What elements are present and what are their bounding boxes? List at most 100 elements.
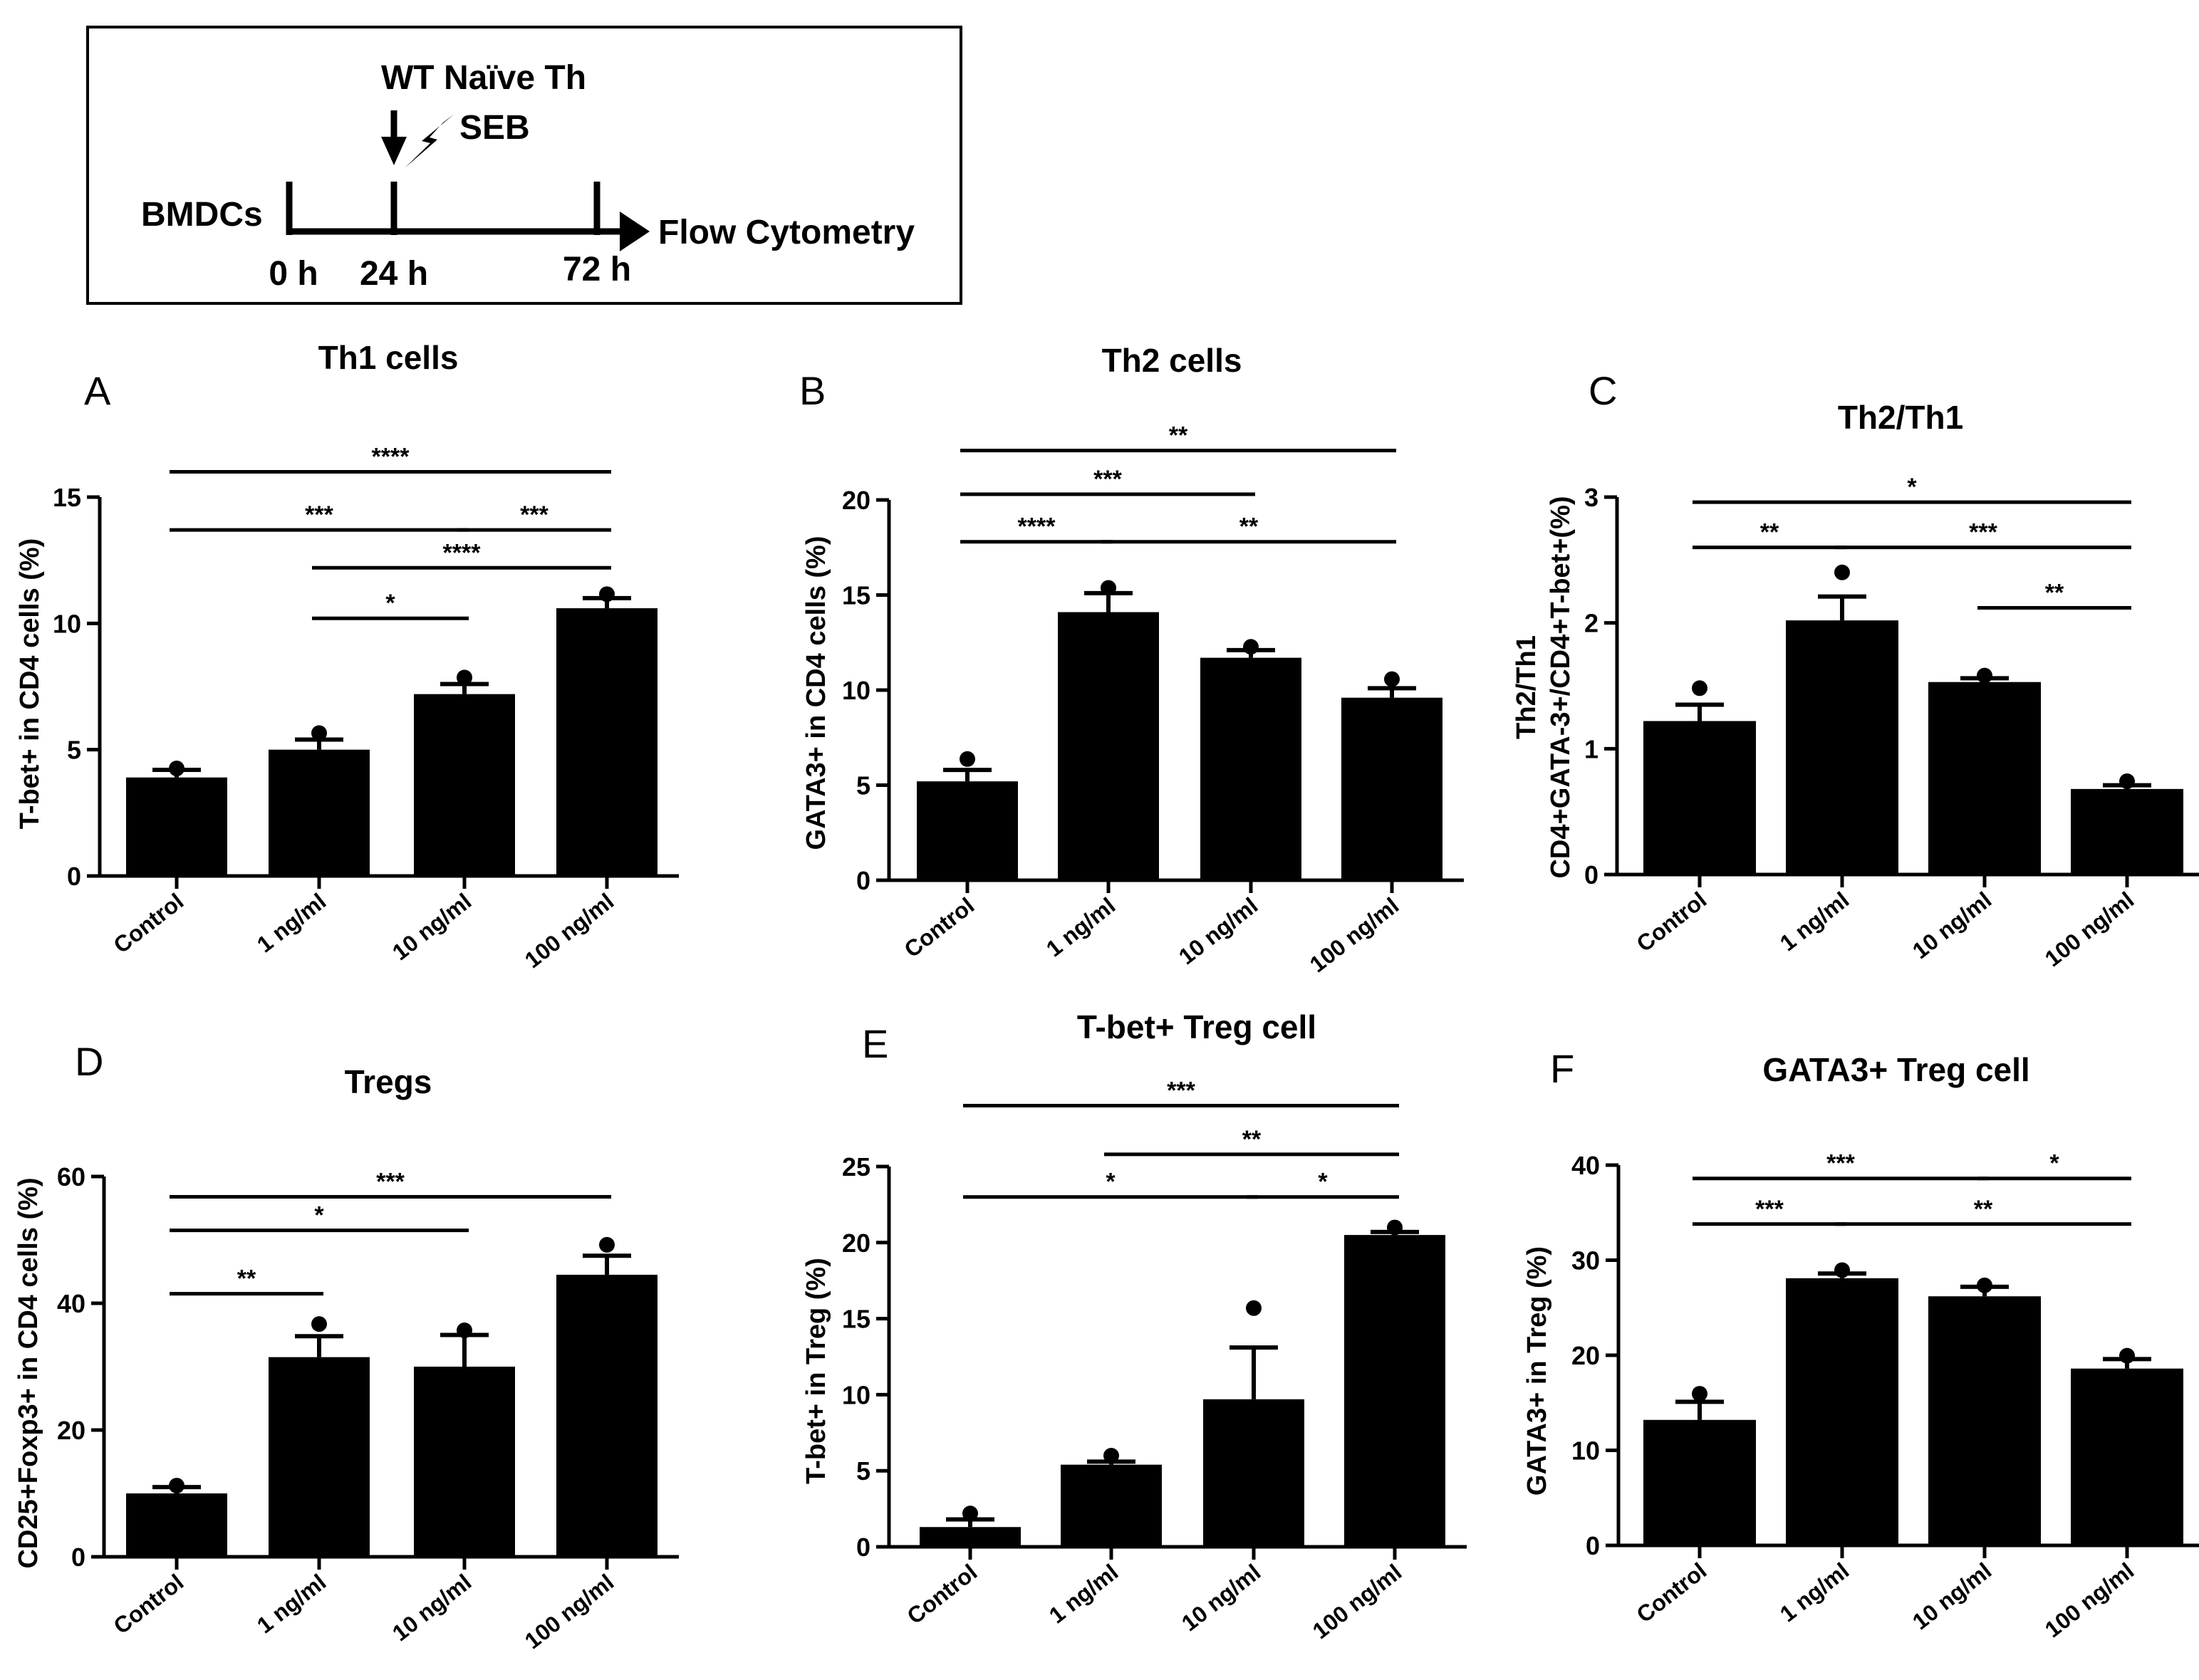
data-point	[1692, 1386, 1707, 1402]
down-arrow-icon	[381, 137, 407, 165]
significance-label: **	[2045, 579, 2064, 606]
data-point	[311, 1316, 327, 1332]
y-tick-label: 5	[856, 1456, 870, 1486]
bar	[1643, 1419, 1756, 1545]
panel-b: B Th2 cells GATA3+ in CD4 cells (%) 0 5 10…	[799, 342, 1464, 977]
significance-label: ****	[372, 444, 410, 471]
bar	[1341, 697, 1442, 880]
significance-label: **	[237, 1266, 256, 1293]
treatment-label: WT Naïve Th	[381, 59, 586, 97]
data-point	[2119, 773, 2135, 790]
panel-title: Th2 cells	[1102, 342, 1242, 379]
y-tick-label: 1	[1584, 734, 1598, 763]
data-point	[599, 586, 615, 602]
bar	[1643, 721, 1756, 875]
y-tick-label: 0	[67, 862, 81, 891]
y-tick-label: 10	[1571, 1436, 1600, 1466]
significance-label: **	[1760, 519, 1779, 546]
data-point	[311, 725, 327, 741]
cells-label: BMDCs	[141, 196, 263, 234]
y-tick-label: 60	[57, 1162, 85, 1191]
significance-label: ***	[520, 501, 549, 528]
bar	[1203, 1399, 1304, 1547]
bar	[2071, 1368, 2183, 1545]
x-tick-label: 1 ng/ml	[1041, 892, 1120, 961]
x-tick-label: 100 ng/ml	[520, 888, 618, 973]
significance-label: ***	[1093, 466, 1122, 493]
data-point	[1834, 1262, 1850, 1278]
bar	[556, 608, 657, 876]
x-tick-label: 10 ng/ml	[1908, 887, 1996, 964]
bar	[126, 1493, 227, 1557]
data-point	[1977, 1277, 1992, 1293]
bar	[1786, 1278, 1898, 1545]
bar	[2071, 788, 2183, 875]
significance-label: ***	[1826, 1150, 1855, 1177]
panel-letter: F	[1550, 1046, 1574, 1091]
data-point	[1387, 1219, 1403, 1236]
y-tick-label: 0	[1586, 1531, 1600, 1560]
y-axis-label: T-bet+ in Treg (%)	[801, 1258, 831, 1484]
x-tick-label: 10 ng/ml	[1177, 1559, 1265, 1636]
bar	[1928, 1296, 2041, 1545]
y-tick-label: 10	[53, 609, 81, 638]
y-tick-label: 5	[856, 771, 870, 800]
data-point	[1384, 671, 1400, 687]
significance-label: **	[1974, 1196, 1993, 1223]
panel-f: F GATA3+ Treg cell GATA3+ in Treg (%) 0 1…	[1522, 1046, 2199, 1642]
y-tick-label: 40	[1571, 1151, 1600, 1180]
data-point	[1246, 1300, 1262, 1316]
data-point	[457, 669, 472, 686]
significance-label: ***	[305, 501, 333, 528]
bar	[1928, 682, 2041, 875]
time-label-0h: 0 h	[269, 255, 318, 293]
bar	[414, 694, 515, 876]
x-tick-label: 1 ng/ml	[1775, 1558, 1854, 1627]
panel-title: T-bet+ Treg cell	[1077, 1008, 1316, 1045]
data-point	[457, 1322, 472, 1339]
bar	[1061, 1464, 1162, 1547]
x-tick-label: 10 ng/ml	[388, 888, 476, 965]
x-tick-label: 10 ng/ml	[1908, 1558, 1996, 1634]
y-tick-label: 0	[1584, 860, 1598, 889]
panel-title: Th2/Th1	[1838, 399, 1963, 436]
significance-label: ****	[1018, 513, 1056, 541]
panel-a: A Th1 cells T-bet+ in CD4 cells (%) 0 5 10…	[15, 339, 679, 973]
y-tick-label: 15	[842, 581, 870, 610]
significance-label: *	[2049, 1150, 2059, 1177]
data-point	[962, 1506, 978, 1522]
y-tick-label: 10	[842, 676, 870, 705]
data-point	[1103, 1447, 1119, 1464]
panel-d: D Tregs CD25+Foxp3+ in CD4 cells (%) 0 20…	[14, 1039, 679, 1654]
y-axis-label: T-bet+ in CD4 cells (%)	[15, 538, 45, 830]
x-tick-label: 10 ng/ml	[1174, 892, 1262, 969]
bar	[1344, 1235, 1445, 1547]
y-tick-label: 0	[71, 1543, 85, 1572]
time-label-72h: 72 h	[563, 251, 631, 288]
bar	[917, 781, 1018, 880]
x-tick-label: Control	[903, 1559, 982, 1629]
timeline-frame	[86, 26, 962, 305]
data-point	[1243, 639, 1259, 655]
significance-label: ***	[376, 1168, 405, 1195]
significance-label: *	[1907, 474, 1917, 501]
bar	[269, 1357, 370, 1557]
time-label-24h: 24 h	[360, 255, 428, 293]
y-tick-label: 20	[57, 1416, 85, 1445]
significance-label: ***	[1755, 1196, 1784, 1223]
y-tick-label: 30	[1571, 1246, 1600, 1275]
y-tick-label: 40	[57, 1289, 85, 1318]
bar	[556, 1274, 657, 1557]
x-tick-label: 1 ng/ml	[1775, 887, 1854, 956]
x-tick-label: Control	[109, 888, 189, 958]
significance-label: ***	[1167, 1078, 1195, 1105]
y-tick-label: 20	[842, 486, 870, 515]
y-tick-label: 20	[1571, 1341, 1600, 1370]
bar	[920, 1527, 1021, 1547]
data-point	[169, 1478, 184, 1494]
plot-area: 0 5 10 15 20 Control 1 ng/ml 10 ng/ml 100 ng/ml *…	[842, 422, 1464, 977]
timeline-schematic: WT Naïve Th SEB BMDCs Flow Cytometry 0 h…	[86, 26, 962, 305]
significance-label: *	[1106, 1169, 1116, 1196]
